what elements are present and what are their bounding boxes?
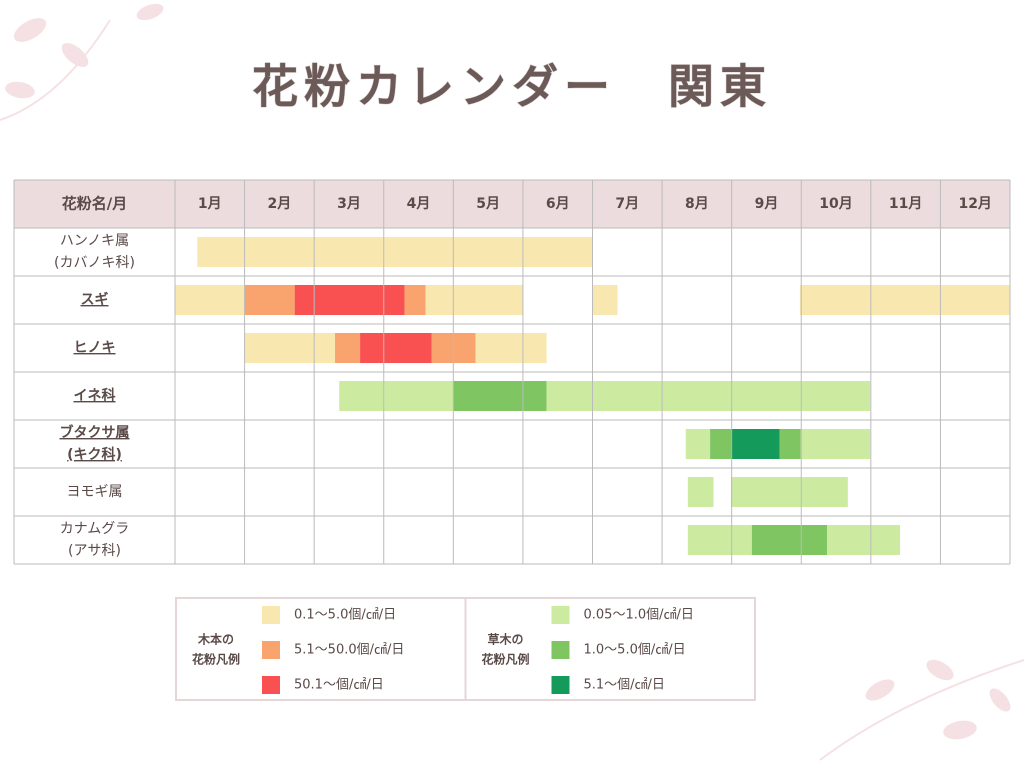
header-name: 花粉名/月	[62, 195, 127, 213]
pollen-bar	[335, 333, 361, 363]
legend-swatch	[551, 641, 570, 659]
pollen-bar	[687, 525, 752, 555]
legend-label: 5.1〜個/㎠/日	[584, 678, 665, 693]
month-label: 12月	[958, 196, 991, 212]
legend-label: 5.1〜50.0個/㎠/日	[294, 643, 404, 658]
pollen-bar	[475, 333, 547, 363]
legend-label: 1.0〜5.0個/㎠/日	[584, 643, 686, 658]
pollen-bar	[779, 429, 801, 459]
pollen-bar	[730, 477, 848, 507]
legend-swatch	[551, 606, 570, 624]
pollen-bar	[244, 333, 336, 363]
legend-label: 50.1〜個/㎠/日	[294, 678, 384, 693]
pollen-bar	[453, 381, 547, 411]
pollen-bar	[360, 333, 432, 363]
title: 花粉カレンダー 関東	[252, 60, 772, 114]
pollen-name: スギ	[81, 291, 109, 308]
pollen-bar	[826, 525, 901, 555]
month-label: 4月	[407, 196, 431, 212]
legend-swatch	[551, 676, 570, 694]
legend-group-label: 花粉凡例	[481, 652, 529, 667]
month-label: 5月	[476, 196, 500, 212]
pollen-bar	[800, 429, 871, 459]
month-label: 1月	[198, 196, 222, 212]
pollen-name: ハンノキ属	[60, 233, 129, 249]
pollen-bar	[799, 285, 1010, 315]
month-label: 7月	[615, 196, 639, 212]
pollen-bar	[687, 477, 714, 507]
legend-label: 0.1〜5.0個/㎠/日	[294, 608, 396, 623]
pollen-bar	[175, 285, 245, 315]
pollen-name: (カバノキ科)	[54, 255, 135, 271]
pollen-name: カナムグラ	[60, 521, 130, 537]
pollen-bar	[751, 525, 827, 555]
pollen-bar	[294, 285, 405, 315]
legend-swatch	[262, 606, 280, 624]
pollen-bar	[710, 429, 731, 459]
month-label: 2月	[268, 196, 292, 212]
pollen-name: ヒノキ	[74, 340, 116, 356]
pollen-bar	[546, 381, 871, 411]
month-label: 9月	[755, 196, 779, 212]
legend-label: 0.05〜1.0個/㎠/日	[584, 608, 694, 623]
legend-group-label: 草木の	[487, 632, 523, 647]
month-label: 3月	[337, 196, 361, 212]
legend-group-label: 花粉凡例	[192, 652, 240, 667]
month-label: 8月	[685, 196, 709, 212]
pollen-bar	[197, 237, 593, 267]
pollen-bar	[404, 285, 426, 315]
pollen-bar	[730, 429, 780, 459]
legend-group-label: 木本の	[197, 632, 234, 647]
pollen-name: (キク科)	[67, 446, 122, 463]
pollen-name: ブタクサ属	[60, 424, 130, 441]
pollen-bar	[339, 381, 454, 411]
pollen-name: ヨモギ属	[67, 484, 123, 500]
pollen-name: イネ科	[74, 387, 116, 404]
pollen-name: (アサ科)	[68, 543, 121, 559]
legend-swatch	[262, 676, 280, 694]
month-label: 10月	[819, 196, 852, 212]
pollen-bar	[685, 429, 711, 459]
pollen-bar	[244, 285, 295, 315]
pollen-bar	[592, 285, 618, 315]
legend-swatch	[262, 641, 280, 659]
pollen-bar	[425, 285, 523, 315]
header-bg	[14, 180, 1010, 228]
month-label: 6月	[546, 196, 570, 212]
month-label: 11月	[889, 196, 922, 212]
